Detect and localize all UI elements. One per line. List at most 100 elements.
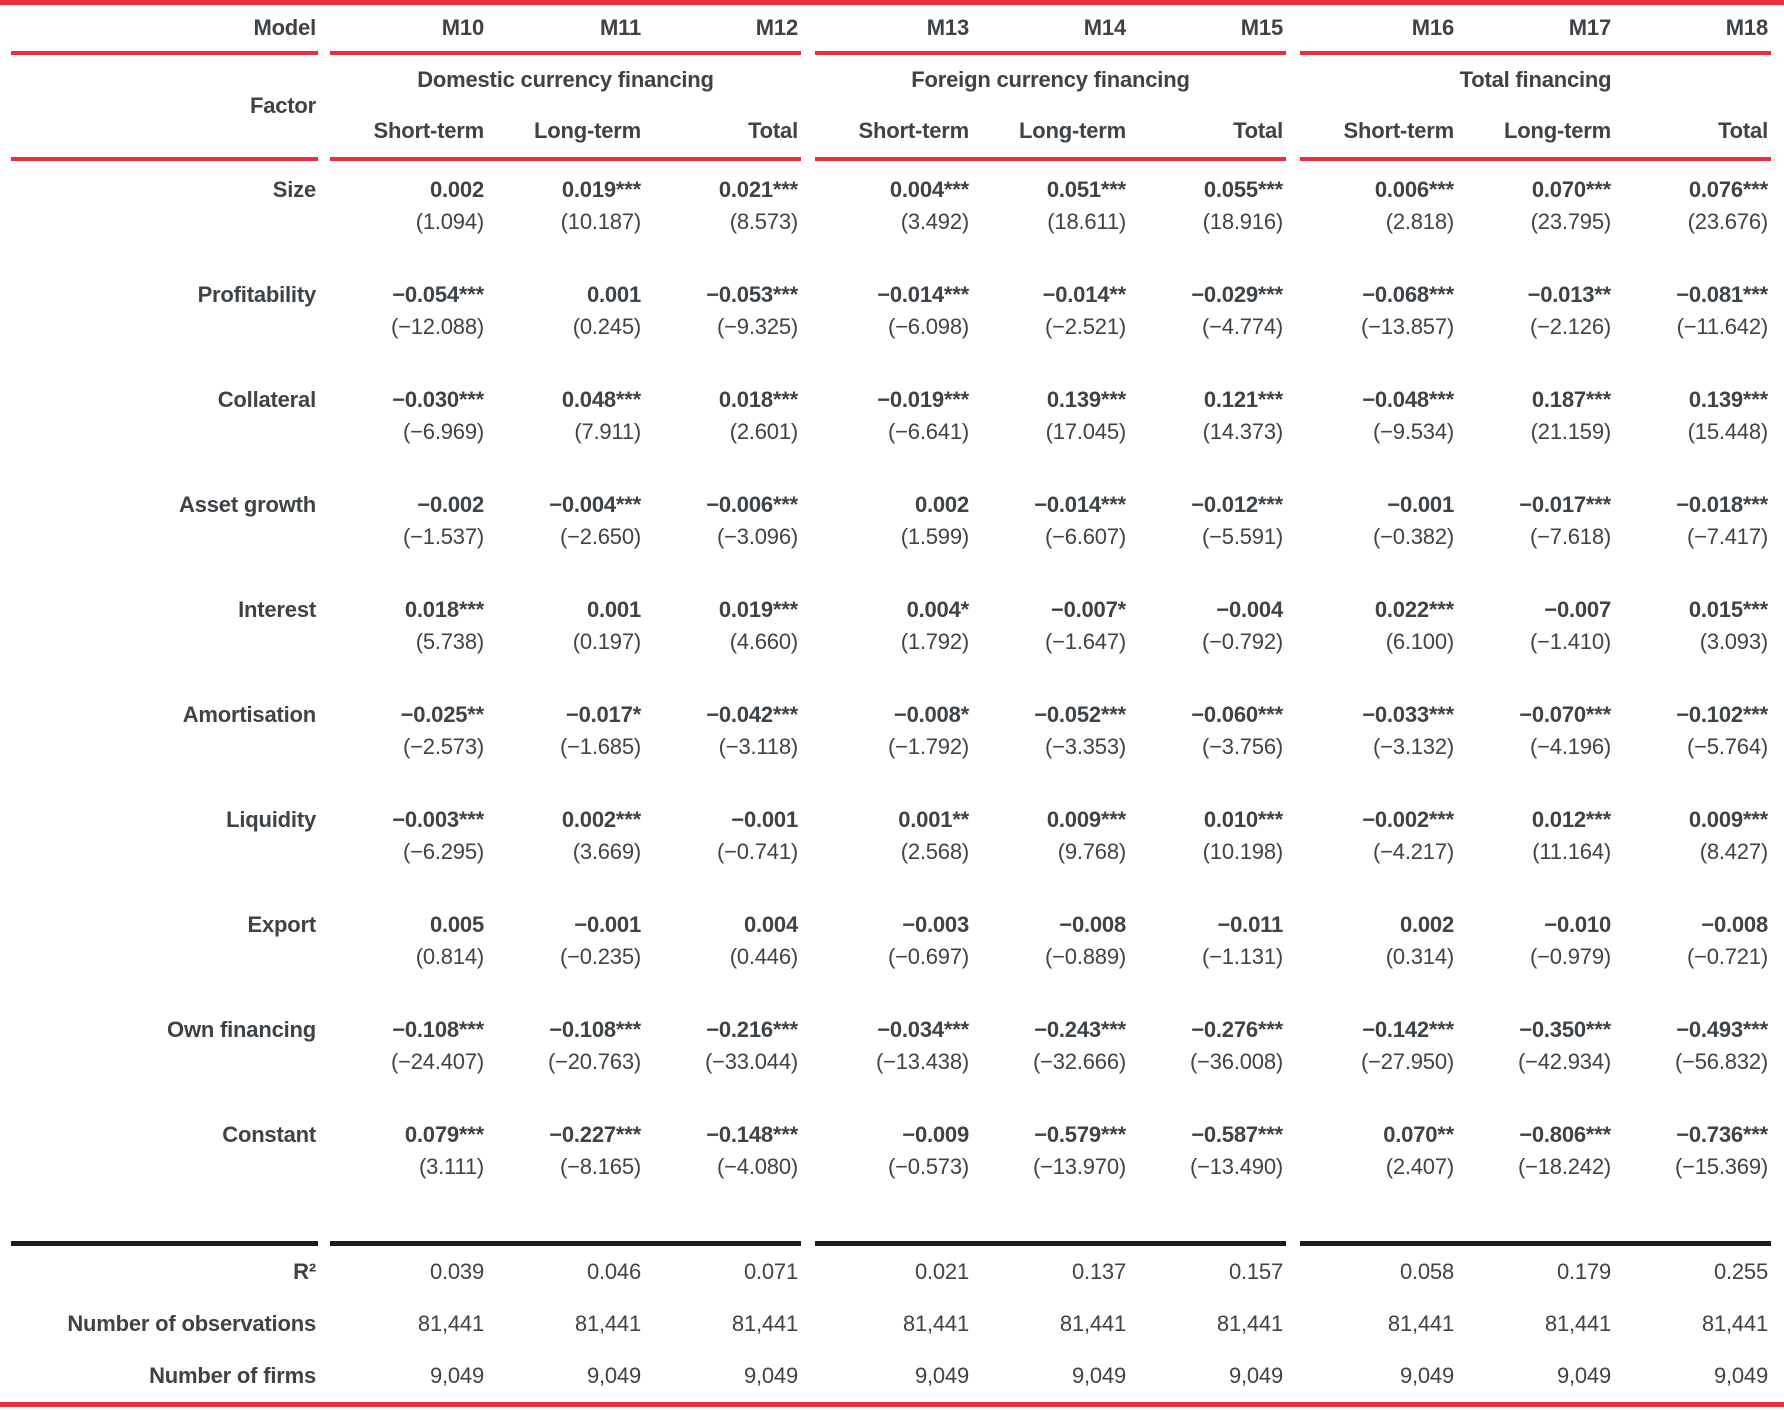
stat-value: 81,441 bbox=[902, 1311, 969, 1336]
coefficient-value: 0.002 bbox=[914, 492, 969, 517]
subcolumn-header: Total bbox=[1233, 117, 1283, 143]
t-statistic-value: (−0.741) bbox=[717, 839, 798, 864]
coefficient-value: 0.009*** bbox=[1046, 807, 1126, 832]
estimate-cell: 0.004 (0.446) bbox=[644, 910, 801, 1001]
coefficient-value: 0.004*** bbox=[889, 177, 969, 202]
t-statistic-value: (−4.080) bbox=[717, 1154, 798, 1179]
estimate-cell: −0.002 (−1.537) bbox=[330, 490, 487, 581]
t-statistic-value: (9.768) bbox=[1057, 839, 1127, 864]
factor-label: Constant bbox=[222, 1122, 316, 1147]
t-statistic-value: (−1.410) bbox=[1530, 629, 1611, 654]
coefficient-value: −0.081*** bbox=[1676, 282, 1768, 307]
coefficient-value: 0.001 bbox=[586, 282, 641, 307]
t-statistic-value: (−13.970) bbox=[1033, 1154, 1126, 1179]
estimate-cell: −0.102*** (−5.764) bbox=[1614, 700, 1771, 791]
coefficient-value: 0.187*** bbox=[1531, 387, 1611, 412]
stat-value: 81,441 bbox=[417, 1311, 484, 1336]
t-statistic-value: (−42.934) bbox=[1518, 1049, 1611, 1074]
t-statistic-value: (8.573) bbox=[729, 209, 799, 234]
estimate-cell: 0.010*** (10.198) bbox=[1129, 805, 1286, 896]
coefficient-value: −0.108*** bbox=[549, 1017, 641, 1042]
estimate-cell: −0.018*** (−7.417) bbox=[1614, 490, 1771, 581]
coefficient-value: −0.030*** bbox=[392, 387, 484, 412]
stat-value: 9,049 bbox=[429, 1363, 484, 1388]
estimate-cell: −0.053*** (−9.325) bbox=[644, 280, 801, 371]
stat-value: 81,441 bbox=[1544, 1311, 1611, 1336]
stat-value: 0.021 bbox=[914, 1259, 969, 1284]
estimate-cell: 0.004*** (3.492) bbox=[815, 175, 972, 266]
stat-value: 81,441 bbox=[574, 1311, 641, 1336]
t-statistic-value: (−33.044) bbox=[705, 1049, 798, 1074]
model-header-m10: M10 bbox=[441, 15, 484, 40]
table-stats: R² 0.039 0.046 0.071 0.021 0.137 0.157 0.058 0.1… bbox=[0, 1246, 1784, 1402]
estimate-cell: 0.187*** (21.159) bbox=[1457, 385, 1614, 476]
coefficient-value: 0.009*** bbox=[1688, 807, 1768, 832]
estimate-cell: −0.004*** (−2.650) bbox=[487, 490, 644, 581]
coefficient-value: −0.009 bbox=[902, 1122, 969, 1147]
estimate-cell: −0.052*** (−3.353) bbox=[972, 700, 1129, 791]
coefficient-value: 0.079*** bbox=[404, 1122, 484, 1147]
subcolumn-header: Total bbox=[1718, 117, 1768, 143]
coefficient-value: −0.001 bbox=[574, 912, 641, 937]
factor-row-label: Factor bbox=[249, 93, 316, 118]
stat-value: 9,049 bbox=[1071, 1363, 1126, 1388]
t-statistic-value: (−0.792) bbox=[1202, 629, 1283, 654]
estimate-cell: −0.587*** (−13.490) bbox=[1129, 1120, 1286, 1211]
t-statistic-value: (0.314) bbox=[1385, 944, 1455, 969]
t-statistic-value: (0.197) bbox=[572, 629, 642, 654]
estimate-cell: −0.243*** (−32.666) bbox=[972, 1015, 1129, 1106]
factor-row: Profitability −0.054*** (−12.088) 0.001 (0.2… bbox=[0, 266, 1784, 371]
table-body: Size 0.002 (1.094) 0.019*** (10.187) 0.021***… bbox=[0, 161, 1784, 1211]
estimate-cell: −0.010 (−0.979) bbox=[1457, 910, 1614, 1001]
coefficient-value: 0.001 bbox=[586, 597, 641, 622]
model-header-m12: M12 bbox=[755, 15, 798, 40]
t-statistic-value: (−3.756) bbox=[1202, 734, 1283, 759]
t-statistic-value: (−6.295) bbox=[403, 839, 484, 864]
coefficient-value: 0.005 bbox=[429, 912, 484, 937]
coefficient-value: −0.070*** bbox=[1519, 702, 1611, 727]
t-statistic-value: (1.094) bbox=[415, 209, 485, 234]
estimate-cell: −0.054*** (−12.088) bbox=[330, 280, 487, 371]
t-statistic-value: (2.601) bbox=[729, 419, 799, 444]
subcolumn-header: Short-term bbox=[1343, 117, 1455, 143]
estimate-cell: −0.007* (−1.647) bbox=[972, 595, 1129, 686]
t-statistic-value: (−9.534) bbox=[1373, 419, 1454, 444]
stat-value: 0.157 bbox=[1228, 1259, 1283, 1284]
table-rule-segment bbox=[1300, 1241, 1771, 1246]
estimate-cell: −0.081*** (−11.642) bbox=[1614, 280, 1771, 371]
t-statistic-value: (−8.165) bbox=[560, 1154, 641, 1179]
stat-label: Number of observations bbox=[67, 1311, 316, 1336]
t-statistic-value: (6.100) bbox=[1385, 629, 1455, 654]
estimate-cell: −0.493*** (−56.832) bbox=[1614, 1015, 1771, 1106]
coefficient-value: −0.014*** bbox=[877, 282, 969, 307]
t-statistic-value: (−1.131) bbox=[1202, 944, 1283, 969]
stat-value: 9,049 bbox=[586, 1363, 641, 1388]
t-statistic-value: (−4.196) bbox=[1530, 734, 1611, 759]
t-statistic-value: (0.814) bbox=[415, 944, 485, 969]
coefficient-value: −0.002 bbox=[417, 492, 484, 517]
table-bottom-rule bbox=[0, 1402, 1784, 1407]
estimate-cell: −0.002*** (−4.217) bbox=[1300, 805, 1457, 896]
coefficient-value: 0.055*** bbox=[1203, 177, 1283, 202]
model-header-m15: M15 bbox=[1240, 15, 1283, 40]
estimate-cell: 0.009*** (8.427) bbox=[1614, 805, 1771, 896]
estimate-cell: 0.048*** (7.911) bbox=[487, 385, 644, 476]
model-header-row: Model M10 M11 M12 M13 M14 M15 M16 M17 M18 bbox=[0, 5, 1784, 51]
table-rule-segment bbox=[330, 157, 801, 161]
t-statistic-value: (−3.132) bbox=[1373, 734, 1454, 759]
coefficient-value: −0.006*** bbox=[706, 492, 798, 517]
coefficient-value: 0.001** bbox=[898, 807, 969, 832]
estimate-cell: 0.018*** (2.601) bbox=[644, 385, 801, 476]
coefficient-value: −0.019*** bbox=[877, 387, 969, 412]
coefficient-value: −0.007 bbox=[1544, 597, 1611, 622]
model-header-m13: M13 bbox=[926, 15, 969, 40]
stat-value: 0.255 bbox=[1713, 1259, 1768, 1284]
estimate-cell: −0.001 (−0.235) bbox=[487, 910, 644, 1001]
estimate-cell: −0.736*** (−15.369) bbox=[1614, 1120, 1771, 1211]
estimate-cell: 0.001 (0.245) bbox=[487, 280, 644, 371]
coefficient-value: −0.060*** bbox=[1191, 702, 1283, 727]
t-statistic-value: (−56.832) bbox=[1675, 1049, 1768, 1074]
coefficient-value: −0.108*** bbox=[392, 1017, 484, 1042]
t-statistic-value: (0.446) bbox=[729, 944, 799, 969]
group-header-rows: Factor Domestic currency financing Short-… bbox=[0, 55, 1784, 157]
